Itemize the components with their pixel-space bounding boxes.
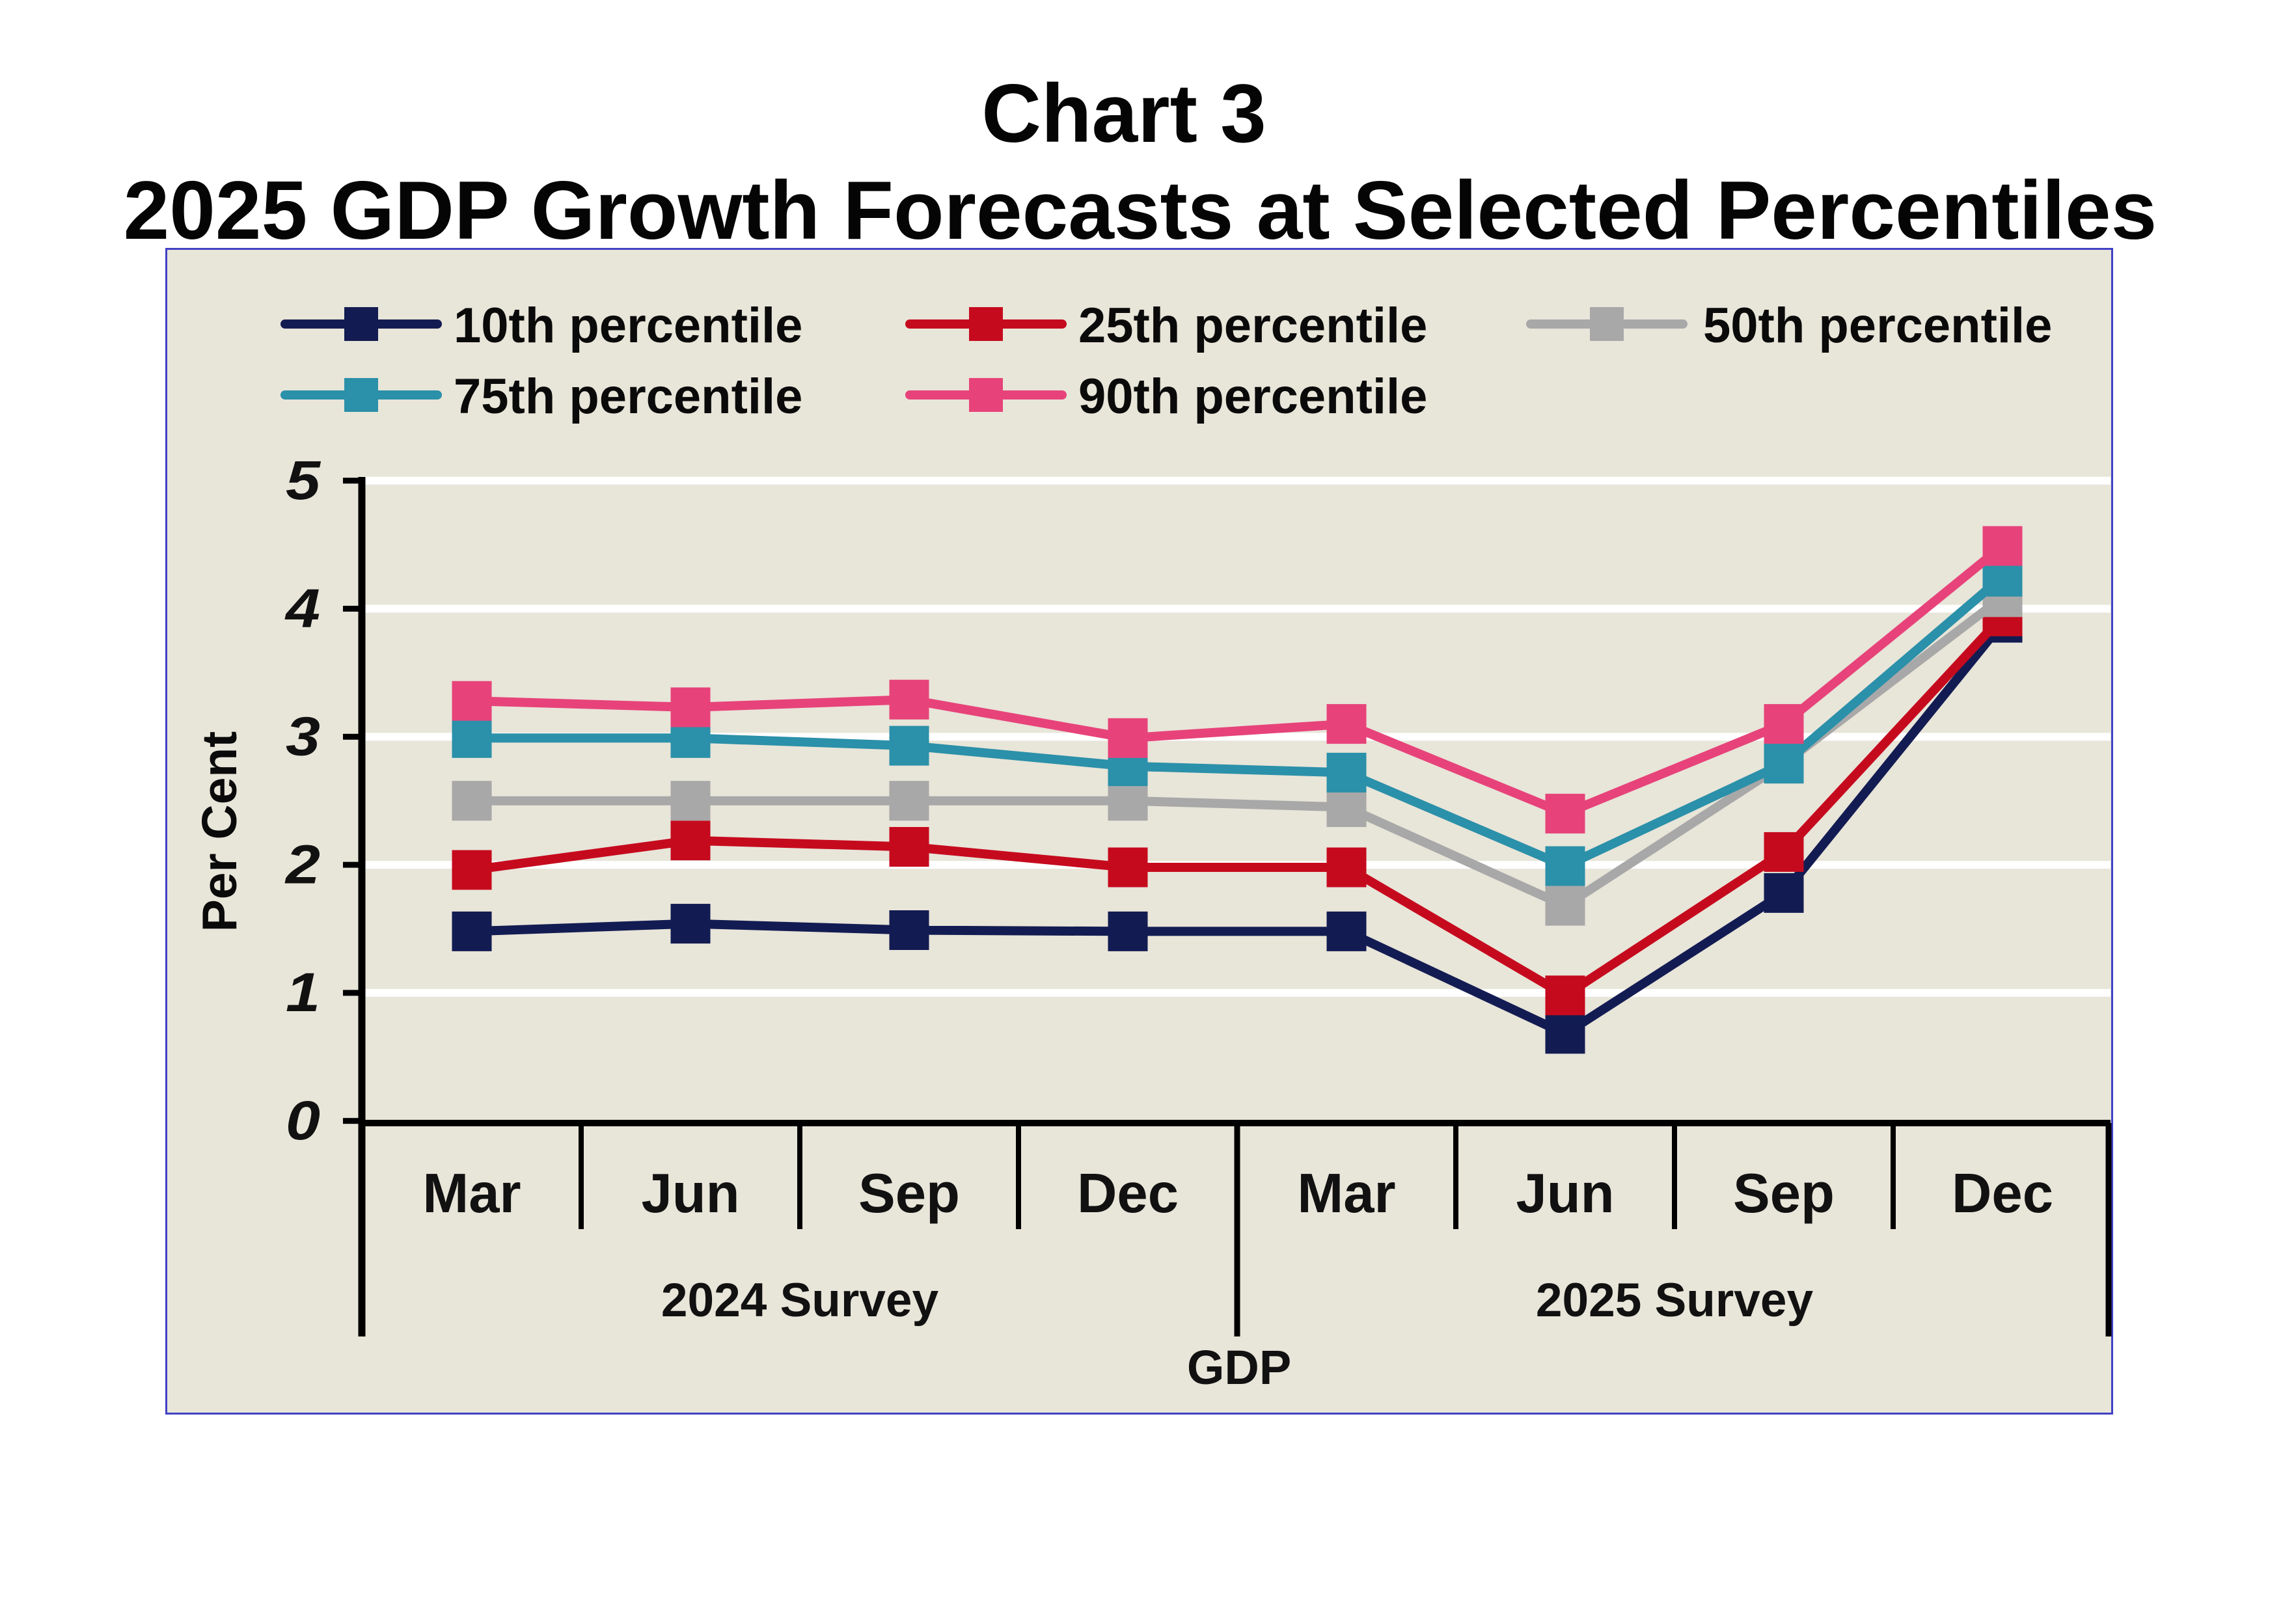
svg-text:1: 1: [286, 962, 320, 1023]
svg-text:4: 4: [284, 578, 320, 639]
svg-text:2025 GDP Growth Forecasts at S: 2025 GDP Growth Forecasts at Selected Pe…: [124, 164, 2157, 256]
svg-text:2025 Survey: 2025 Survey: [1536, 1274, 1814, 1327]
svg-text:Jun: Jun: [641, 1163, 739, 1225]
svg-text:90th percentile: 90th percentile: [1078, 369, 1427, 424]
svg-text:3: 3: [286, 706, 320, 767]
svg-text:Mar: Mar: [422, 1163, 521, 1225]
svg-text:Chart 3: Chart 3: [981, 67, 1266, 159]
svg-text:Per Cent: Per Cent: [192, 731, 247, 932]
svg-text:10th percentile: 10th percentile: [454, 298, 802, 353]
svg-text:0: 0: [286, 1090, 320, 1151]
svg-text:2024 Survey: 2024 Survey: [661, 1274, 939, 1327]
svg-text:Dec: Dec: [1952, 1163, 2053, 1225]
svg-text:Dec: Dec: [1077, 1163, 1179, 1225]
svg-text:Mar: Mar: [1297, 1163, 1395, 1225]
svg-text:Jun: Jun: [1516, 1163, 1614, 1225]
svg-text:GDP: GDP: [1187, 1340, 1291, 1394]
svg-text:2: 2: [284, 834, 320, 895]
svg-text:75th percentile: 75th percentile: [454, 369, 802, 424]
svg-text:5: 5: [286, 450, 321, 511]
svg-text:Sep: Sep: [858, 1163, 960, 1225]
svg-text:25th percentile: 25th percentile: [1078, 298, 1427, 353]
svg-text:Sep: Sep: [1733, 1163, 1835, 1225]
svg-text:50th percentile: 50th percentile: [1703, 298, 2052, 353]
